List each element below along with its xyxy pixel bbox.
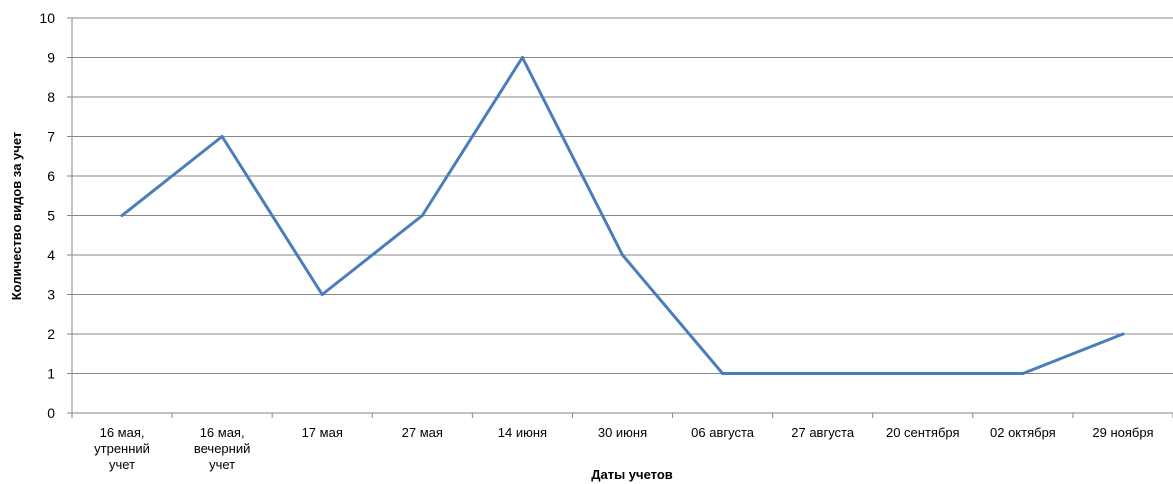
y-tick-label-5: 5 [47,208,55,224]
data-point-9 [1021,372,1025,375]
data-point-0 [120,214,124,217]
x-tick-label-4: 14 июня [498,425,547,440]
x-tick-label-10: 29 ноября [1092,425,1153,440]
x-tick-label-9: 02 октября [990,425,1056,440]
data-point-10 [1121,332,1125,336]
y-tick-label-6: 6 [47,168,55,184]
data-point-7 [821,372,825,375]
y-axis-title: Количество видов за учет [9,132,24,301]
x-tick-labels: 16 мая, утренний учет 16 мая, вечерний учет 17… [94,425,1153,472]
data-point-2 [320,293,324,296]
x-tick-label-7: 27 августа [791,425,855,440]
x-tick-label-6: 06 августа [691,425,755,440]
gridlines [72,17,1173,374]
series-group [120,56,1125,375]
y-tick-label-2: 2 [47,326,55,342]
y-tick-label-9: 9 [47,50,55,66]
y-tick-label-10: 10 [39,10,55,26]
y-tick-label-8: 8 [47,89,55,105]
axes [67,17,1173,418]
data-point-1 [220,135,224,138]
x-tick-label-2: 17 мая [302,425,343,440]
data-point-3 [420,214,424,217]
y-tick-labels: 0 1 2 3 4 5 6 7 8 9 10 [39,10,55,421]
y-tick-label-0: 0 [47,405,55,421]
data-point-5 [621,253,624,257]
data-point-8 [921,372,925,375]
x-tick-label-1: 16 мая, вечерний учет [194,425,251,472]
y-tick-label-4: 4 [47,247,55,263]
y-tick-label-3: 3 [47,287,55,303]
x-tick-label-0: 16 мая, утренний учет [94,425,150,472]
data-point-6 [721,372,725,375]
x-tick-label-8: 20 сентября [886,425,960,440]
x-tick-label-5: 30 июня [598,425,647,440]
x-axis-title: Даты учетов [591,467,673,482]
y-tick-label-1: 1 [47,366,55,382]
x-tick-label-3: 27 мая [402,425,443,440]
data-point-4 [520,56,524,59]
y-tick-label-7: 7 [47,129,55,145]
